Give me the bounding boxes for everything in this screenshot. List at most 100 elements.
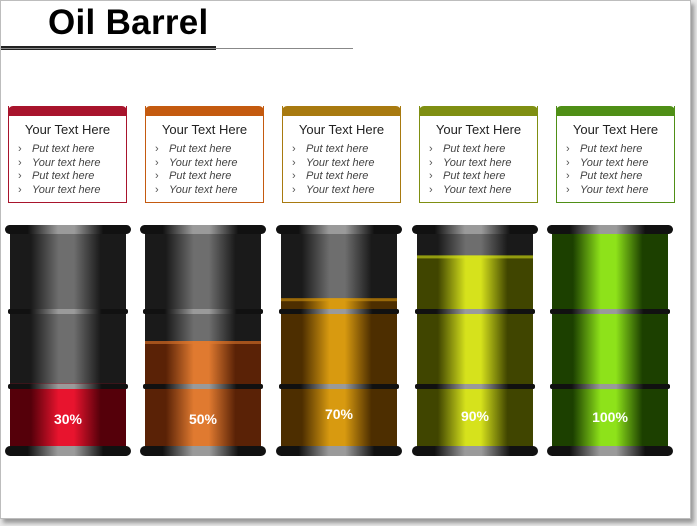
barrel-percent-label: 90%	[461, 408, 490, 424]
list-item: › Your text here	[429, 157, 539, 171]
barrel-top-rim	[276, 225, 402, 234]
card-heading: Your Text Here	[435, 122, 522, 137]
oil-barrel: 70%	[276, 225, 402, 456]
barrel-rib	[143, 309, 263, 314]
barrel-fill-level	[281, 298, 397, 448]
bullet-icon: ›	[292, 183, 296, 196]
barrel-percent-label: 70%	[325, 406, 354, 422]
bullet-icon: ›	[18, 170, 22, 182]
list-item-text: Your text here	[32, 156, 101, 169]
list-item-text: Put text here	[443, 170, 506, 182]
bullet-icon: ›	[155, 143, 159, 155]
barrel-rib	[143, 384, 263, 389]
fill-surface-line	[417, 255, 533, 259]
card-bullet-list: › Put text here › Your text here › Put text h…	[155, 143, 265, 197]
list-item: › Put text here	[429, 170, 539, 184]
card-heading: Your Text Here	[24, 122, 111, 137]
list-item: › Your text here	[292, 184, 402, 198]
list-item: › Put text here	[292, 143, 402, 157]
bullet-icon: ›	[429, 183, 433, 196]
fill-surface-line	[145, 341, 261, 344]
barrel-fill-level	[552, 234, 668, 448]
bullet-icon: ›	[566, 170, 570, 182]
barrel-bottom-rim	[547, 446, 673, 456]
barrel-rib	[415, 309, 535, 314]
list-item: › Your text here	[566, 157, 676, 171]
list-item-text: Your text here	[306, 183, 375, 196]
list-item-text: Your text here	[580, 183, 649, 196]
bullet-icon: ›	[155, 183, 159, 196]
list-item: › Put text here	[429, 143, 539, 157]
oil-barrel: 50%	[140, 225, 266, 456]
bullet-icon: ›	[292, 156, 296, 169]
list-item-text: Put text here	[443, 143, 506, 155]
barrel-rib	[279, 309, 399, 314]
card-color-cap	[419, 106, 538, 116]
barrel-fill-level	[417, 255, 533, 448]
list-item-text: Put text here	[32, 170, 95, 182]
card-color-cap	[8, 106, 127, 116]
bullet-icon: ›	[292, 143, 296, 155]
list-item-text: Put text here	[580, 170, 643, 182]
oil-barrel-diagram: 30% 50% 70% 90% 100%	[5, 225, 673, 456]
barrel-bottom-rim	[276, 446, 402, 456]
text-card: Your Text Here › Put text here › Your text h…	[556, 106, 675, 203]
list-item-text: Put text here	[169, 170, 232, 182]
list-item-text: Your text here	[169, 183, 238, 196]
barrel-bottom-rim	[5, 446, 131, 456]
list-item: › Put text here	[566, 170, 676, 184]
barrel-top-rim	[547, 225, 673, 234]
bullet-icon: ›	[18, 183, 22, 196]
list-item: › Your text here	[155, 157, 265, 171]
bullet-icon: ›	[566, 183, 570, 196]
list-item: › Put text here	[292, 170, 402, 184]
text-card: Your Text Here › Put text here › Your text h…	[419, 106, 538, 203]
barrel-rib	[8, 384, 128, 389]
list-item-text: Put text here	[306, 170, 369, 182]
list-item: › Your text here	[429, 184, 539, 198]
bullet-icon: ›	[18, 143, 22, 155]
card-color-cap	[282, 106, 401, 116]
oil-barrel: 100%	[547, 225, 673, 456]
bullet-icon: ›	[429, 143, 433, 155]
card-color-cap	[556, 106, 675, 116]
barrel-percent-label: 30%	[54, 411, 83, 427]
list-item: › Put text here	[566, 143, 676, 157]
list-item-text: Your text here	[443, 183, 512, 196]
list-item-text: Put text here	[580, 143, 643, 155]
barrel-percent-label: 50%	[189, 411, 218, 427]
list-item-text: Your text here	[443, 156, 512, 169]
barrel-rib	[550, 309, 670, 314]
list-item-text: Your text here	[580, 156, 649, 169]
list-item-text: Your text here	[169, 156, 238, 169]
bullet-icon: ›	[566, 156, 570, 169]
card-color-cap	[145, 106, 264, 116]
barrel-rib	[279, 384, 399, 389]
list-item-text: Put text here	[169, 143, 232, 155]
list-item: › Put text here	[155, 143, 265, 157]
barrel-rib	[8, 309, 128, 314]
barrel-bottom-rim	[140, 446, 266, 456]
list-item: › Your text here	[566, 184, 676, 198]
text-card: Your Text Here › Put text here › Your text h…	[145, 106, 264, 203]
barrel-top-rim	[140, 225, 266, 234]
title-underline-light	[1, 48, 353, 49]
card-bullet-list: › Put text here › Your text here › Put text h…	[18, 143, 128, 197]
barrel-fill-level	[10, 383, 126, 448]
card-bullet-list: › Put text here › Your text here › Put text h…	[566, 143, 676, 197]
oil-barrel: 90%	[412, 225, 538, 456]
bullet-icon: ›	[155, 156, 159, 169]
slide: Oil Barrel Your Text Here › Put text here ›…	[0, 0, 691, 519]
bullet-icon: ›	[292, 170, 296, 182]
barrel-rib	[415, 384, 535, 389]
barrel-percent-label: 100%	[592, 409, 628, 425]
card-bullet-list: › Put text here › Your text here › Put text h…	[429, 143, 539, 197]
fill-surface-line	[281, 298, 397, 302]
barrel-top-rim	[5, 225, 131, 234]
bullet-icon: ›	[18, 156, 22, 169]
list-item: › Put text here	[18, 143, 128, 157]
card-bullet-list: › Put text here › Your text here › Put text h…	[292, 143, 402, 197]
bullet-icon: ›	[155, 170, 159, 182]
barrel-rib	[550, 384, 670, 389]
list-item-text: Put text here	[32, 143, 95, 155]
